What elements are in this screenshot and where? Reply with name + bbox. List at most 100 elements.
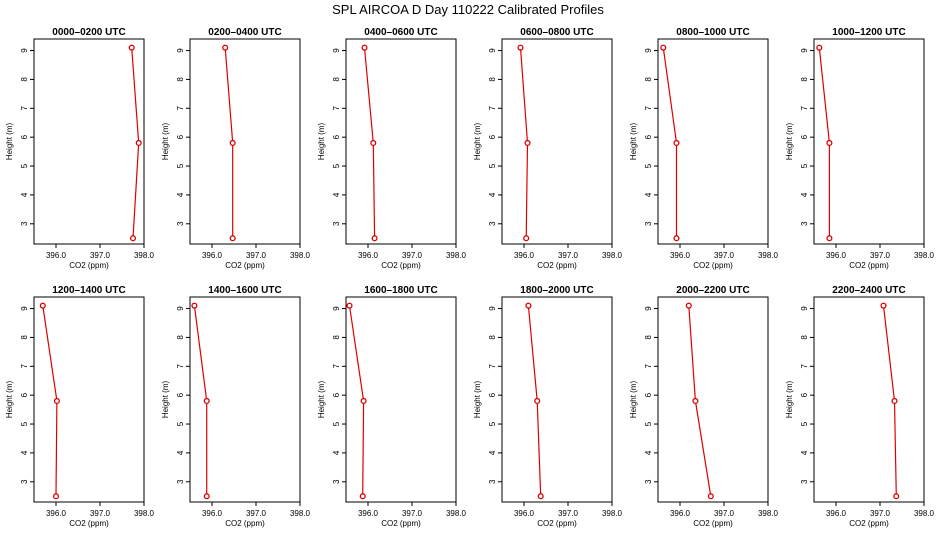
panel-title: 2000–2200 UTC: [676, 285, 749, 296]
panel-title: 2200–2400 UTC: [832, 285, 905, 296]
x-tick-label: 397.0: [870, 509, 891, 518]
panel-title: 1800–2000 UTC: [520, 285, 593, 296]
y-tick-label: 9: [644, 306, 653, 311]
profile-panel: 2000–2200 UTC 396.0 397.0 398.0 3 4 5 6 7 8 9 CO2 (…: [629, 285, 779, 528]
x-tick-label: 397.0: [558, 509, 579, 518]
y-tick-label: 3: [20, 479, 29, 484]
y-tick-label: 4: [488, 192, 497, 197]
x-axis-label: CO2 (ppm): [849, 261, 889, 270]
y-axis-label: Height (m): [473, 380, 482, 418]
y-tick-label: 5: [644, 421, 653, 426]
y-tick-label: 8: [800, 335, 809, 340]
y-axis-label: Height (m): [785, 380, 794, 418]
y-tick-label: 5: [800, 163, 809, 168]
y-tick-label: 7: [488, 106, 497, 111]
y-tick-label: 4: [800, 450, 809, 455]
y-tick-label: 7: [20, 364, 29, 369]
y-tick-label: 8: [644, 335, 653, 340]
y-tick-label: 6: [176, 134, 185, 139]
data-point: [673, 235, 680, 242]
y-tick-label: 3: [644, 479, 653, 484]
x-axis-label: CO2 (ppm): [69, 519, 109, 528]
y-tick-label: 9: [332, 306, 341, 311]
y-axis-label: Height (m): [629, 122, 638, 160]
data-point: [534, 397, 541, 404]
data-point: [673, 139, 680, 146]
y-tick-label: 5: [20, 163, 29, 168]
panel-title: 0800–1000 UTC: [676, 27, 749, 38]
data-point: [816, 44, 823, 51]
x-tick-label: 397.0: [246, 509, 267, 518]
x-tick-label: 398.0: [758, 251, 779, 260]
x-tick-label: 398.0: [914, 251, 935, 260]
profile-line: [688, 305, 712, 497]
data-point: [685, 302, 692, 309]
y-tick-label: 4: [644, 192, 653, 197]
y-tick-label: 8: [488, 77, 497, 82]
panel-title: 0600–0800 UTC: [520, 27, 593, 38]
data-point: [524, 139, 531, 146]
data-point: [537, 493, 544, 500]
y-tick-label: 4: [20, 450, 29, 455]
data-point: [893, 493, 900, 500]
x-axis-label: CO2 (ppm): [537, 261, 577, 270]
y-tick-label: 4: [176, 192, 185, 197]
y-tick-label: 9: [488, 48, 497, 53]
panel-title: 0000–0200 UTC: [52, 27, 125, 38]
y-tick-label: 8: [176, 77, 185, 82]
x-tick-label: 397.0: [714, 509, 735, 518]
data-point: [129, 235, 137, 242]
figure-title: SPL AIRCOA D Day 110222 Calibrated Profi…: [332, 2, 604, 17]
y-tick-label: 9: [800, 306, 809, 311]
x-axis-label: CO2 (ppm): [849, 519, 889, 528]
data-point: [359, 493, 366, 500]
y-tick-label: 9: [176, 306, 185, 311]
data-point: [52, 493, 60, 500]
data-point: [880, 302, 887, 309]
data-point: [135, 139, 142, 146]
y-tick-label: 9: [20, 48, 29, 53]
plot-frame: [657, 38, 769, 245]
data-point: [660, 44, 667, 51]
profile-panel: 0400–0600 UTC 396.0 397.0 398.0 3 4 5 6 7 8 9 CO2 (…: [317, 27, 467, 270]
data-point: [707, 493, 714, 500]
profile-panel: 1400–1600 UTC 396.0 397.0 398.0 3 4 5 6 7 8 9 CO2 (…: [161, 285, 311, 528]
data-point: [361, 44, 368, 51]
y-tick-label: 4: [800, 192, 809, 197]
x-tick-label: 398.0: [758, 509, 779, 518]
plot-frame: [33, 296, 145, 503]
x-tick-label: 398.0: [134, 251, 155, 260]
x-axis-label: CO2 (ppm): [225, 519, 265, 528]
panel-grid: 0000–0200 UTC 396.0 397.0 398.0 3 4 5 6 7 8 9 CO2 (…: [5, 27, 935, 528]
plot-frame: [501, 296, 613, 503]
x-tick-label: 397.0: [870, 251, 891, 260]
plot-frame: [345, 38, 457, 245]
y-tick-label: 7: [20, 106, 29, 111]
data-point: [517, 44, 524, 51]
x-tick-label: 398.0: [446, 509, 467, 518]
y-tick-label: 7: [332, 106, 341, 111]
y-axis-label: Height (m): [473, 122, 482, 160]
y-tick-label: 3: [488, 221, 497, 226]
y-axis-label: Height (m): [161, 380, 170, 418]
x-axis-label: CO2 (ppm): [693, 261, 733, 270]
y-axis-label: Height (m): [317, 380, 326, 418]
y-tick-label: 6: [800, 134, 809, 139]
y-tick-label: 6: [488, 392, 497, 397]
y-tick-label: 9: [20, 306, 29, 311]
x-tick-label: 397.0: [246, 251, 267, 260]
y-tick-label: 7: [644, 364, 653, 369]
data-point: [360, 397, 367, 404]
y-tick-label: 5: [176, 163, 185, 168]
y-tick-label: 5: [800, 421, 809, 426]
y-tick-label: 5: [644, 163, 653, 168]
y-tick-label: 3: [800, 221, 809, 226]
y-tick-label: 8: [20, 335, 29, 340]
profile-panel: 2200–2400 UTC 396.0 397.0 398.0 3 4 5 6 7 8 9 CO2 (…: [785, 285, 935, 528]
y-tick-label: 6: [20, 392, 29, 397]
x-tick-label: 397.0: [90, 509, 111, 518]
y-tick-label: 8: [488, 335, 497, 340]
x-axis-label: CO2 (ppm): [537, 519, 577, 528]
y-tick-label: 6: [332, 134, 341, 139]
